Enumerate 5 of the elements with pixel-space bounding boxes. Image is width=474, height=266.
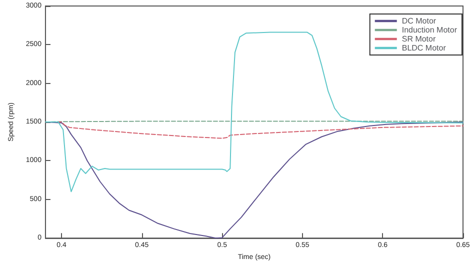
legend-label: DC Motor [402, 16, 436, 26]
legend-label: Induction Motor [402, 26, 458, 34]
legend-label: BLDC Motor [402, 44, 446, 52]
line-series [44, 32, 464, 192]
legend-label: SR Motor [402, 34, 436, 44]
